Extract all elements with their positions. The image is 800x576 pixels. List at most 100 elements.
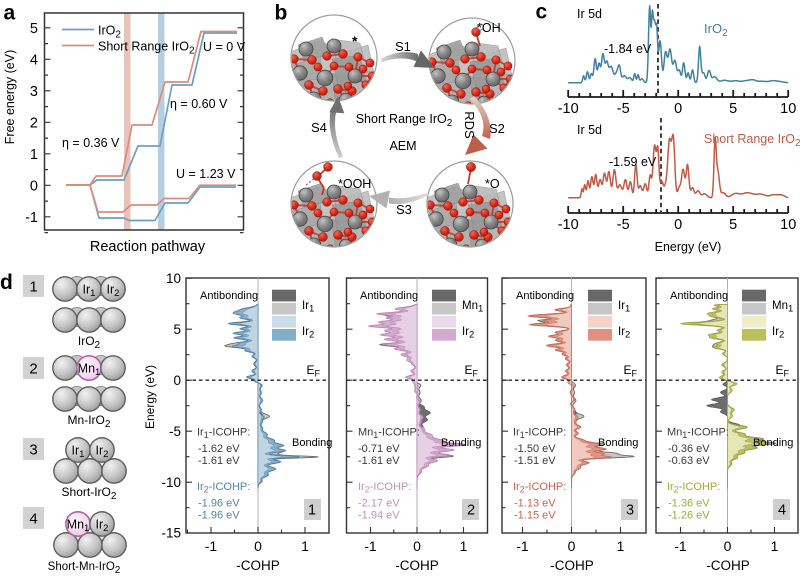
svg-text:Antibonding: Antibonding <box>360 290 418 302</box>
svg-text:*OH: *OH <box>477 21 501 35</box>
svg-text:2: 2 <box>467 503 475 519</box>
svg-text:-COHP: -COHP <box>236 558 280 573</box>
svg-text:a: a <box>4 2 16 25</box>
svg-text:-1.50 eV: -1.50 eV <box>514 443 556 455</box>
svg-text:Short-IrO2: Short-IrO2 <box>62 485 117 502</box>
svg-text:-1: -1 <box>205 538 218 554</box>
svg-text:*: * <box>352 33 358 49</box>
svg-text:Bonding: Bonding <box>598 437 638 449</box>
svg-text:10: 10 <box>780 101 796 117</box>
svg-text:d: d <box>0 271 13 294</box>
svg-text:Bonding: Bonding <box>292 437 332 449</box>
svg-text:U = 1.23 V: U = 1.23 V <box>176 167 236 181</box>
svg-text:3: 3 <box>626 503 634 519</box>
svg-text:Short Range IrO2: Short Range IrO2 <box>356 112 453 129</box>
svg-text:Energy (eV): Energy (eV) <box>143 365 157 429</box>
svg-text:Antibonding: Antibonding <box>670 290 728 302</box>
svg-text:3: 3 <box>30 84 38 100</box>
svg-text:1: 1 <box>771 538 779 554</box>
svg-text:-1.59 eV: -1.59 eV <box>609 155 657 169</box>
svg-text:Mn1: Mn1 <box>772 300 793 315</box>
svg-text:Ir1-ICOHP:: Ir1-ICOHP: <box>513 427 566 441</box>
svg-text:Ir2: Ir2 <box>462 326 474 341</box>
svg-text:5: 5 <box>173 322 181 337</box>
svg-text:1: 1 <box>29 279 37 296</box>
svg-text:-1.96 eV: -1.96 eV <box>198 510 240 522</box>
svg-text:-1.36 eV: -1.36 eV <box>668 498 710 510</box>
svg-text:-1.13 eV: -1.13 eV <box>514 498 556 510</box>
svg-text:4: 4 <box>778 503 786 519</box>
svg-text:10: 10 <box>780 217 796 233</box>
svg-text:S1: S1 <box>395 39 411 54</box>
svg-text:-1.26 eV: -1.26 eV <box>668 510 710 522</box>
svg-text:Mn1: Mn1 <box>462 300 483 315</box>
svg-text:-1.61 eV: -1.61 eV <box>198 455 240 467</box>
svg-text:1: 1 <box>617 538 625 554</box>
svg-text:Bonding: Bonding <box>753 437 793 449</box>
svg-text:2: 2 <box>30 116 38 132</box>
svg-text:-0.36 eV: -0.36 eV <box>668 443 710 455</box>
svg-text:Ir1: Ir1 <box>618 300 630 315</box>
svg-text:Free energy (eV): Free energy (eV) <box>3 50 17 144</box>
svg-text:Reaction pathway: Reaction pathway <box>90 239 206 255</box>
svg-text:IrO2: IrO2 <box>704 21 728 39</box>
svg-text:Energy (eV): Energy (eV) <box>655 240 722 254</box>
svg-text:-COHP: -COHP <box>395 558 439 573</box>
svg-text:Short Range IrO2: Short Range IrO2 <box>704 132 800 149</box>
svg-text:-5: -5 <box>169 424 181 439</box>
svg-text:c: c <box>536 1 548 24</box>
svg-text:-1: -1 <box>674 538 687 554</box>
svg-text:-COHP: -COHP <box>550 558 594 573</box>
svg-text:Ir2-ICOHP:: Ir2-ICOHP: <box>667 481 720 495</box>
svg-text:2: 2 <box>29 361 37 378</box>
svg-text:-10: -10 <box>558 217 579 233</box>
svg-text:Ir 5d: Ir 5d <box>577 7 602 21</box>
svg-text:AEM: AEM <box>389 139 416 153</box>
svg-text:-0.63 eV: -0.63 eV <box>668 455 710 467</box>
svg-text:-1: -1 <box>364 538 377 554</box>
svg-text:0: 0 <box>30 179 38 195</box>
svg-text:-10: -10 <box>558 101 579 117</box>
svg-text:-0.71 eV: -0.71 eV <box>358 443 400 455</box>
svg-text:0: 0 <box>724 538 732 554</box>
svg-text:S3: S3 <box>396 202 412 217</box>
svg-text:-1.84 eV: -1.84 eV <box>604 42 652 56</box>
svg-text:1: 1 <box>460 538 468 554</box>
svg-text:-1.15 eV: -1.15 eV <box>514 510 556 522</box>
svg-text:1: 1 <box>30 147 38 163</box>
svg-text:*O: *O <box>485 177 500 191</box>
svg-text:Ir2-ICOHP:: Ir2-ICOHP: <box>358 481 411 495</box>
svg-text:0: 0 <box>173 373 181 388</box>
svg-text:0: 0 <box>413 538 421 554</box>
svg-text:S4: S4 <box>311 120 327 135</box>
svg-text:Mn1: Mn1 <box>78 362 101 379</box>
svg-text:1: 1 <box>301 538 309 554</box>
svg-text:-2.17 eV: -2.17 eV <box>358 498 400 510</box>
svg-text:5: 5 <box>729 217 737 233</box>
svg-text:0: 0 <box>254 538 262 554</box>
svg-text:Short Range IrO2: Short Range IrO2 <box>98 40 195 57</box>
svg-text:Bonding: Bonding <box>441 437 481 449</box>
svg-text:Ir2-ICOHP:: Ir2-ICOHP: <box>513 481 566 495</box>
svg-text:Ir2: Ir2 <box>772 326 784 341</box>
svg-text:Mn1: Mn1 <box>67 518 90 535</box>
svg-text:-1.51 eV: -1.51 eV <box>514 455 556 467</box>
svg-text:S2: S2 <box>489 121 505 136</box>
svg-text:5: 5 <box>729 101 737 117</box>
svg-text:Ir2-ICOHP:: Ir2-ICOHP: <box>197 481 250 495</box>
svg-text:-1: -1 <box>516 538 529 554</box>
svg-text:Antibonding: Antibonding <box>200 290 258 302</box>
svg-text:Ir1: Ir1 <box>302 300 314 315</box>
svg-text:3: 3 <box>29 442 37 459</box>
svg-text:0: 0 <box>674 101 682 117</box>
svg-text:Ir1-ICOHP:: Ir1-ICOHP: <box>197 427 250 441</box>
svg-text:-10: -10 <box>161 475 181 490</box>
svg-text:RDS: RDS <box>462 111 477 139</box>
svg-text:-5: -5 <box>617 101 630 117</box>
svg-text:η = 0.36 V: η = 0.36 V <box>62 136 120 150</box>
svg-text:-1.62 eV: -1.62 eV <box>198 443 240 455</box>
svg-text:-1: -1 <box>25 210 38 226</box>
svg-text:-15: -15 <box>161 526 181 541</box>
svg-text:-1.96 eV: -1.96 eV <box>198 498 240 510</box>
svg-text:Short-Mn-IrO2: Short-Mn-IrO2 <box>48 561 121 576</box>
